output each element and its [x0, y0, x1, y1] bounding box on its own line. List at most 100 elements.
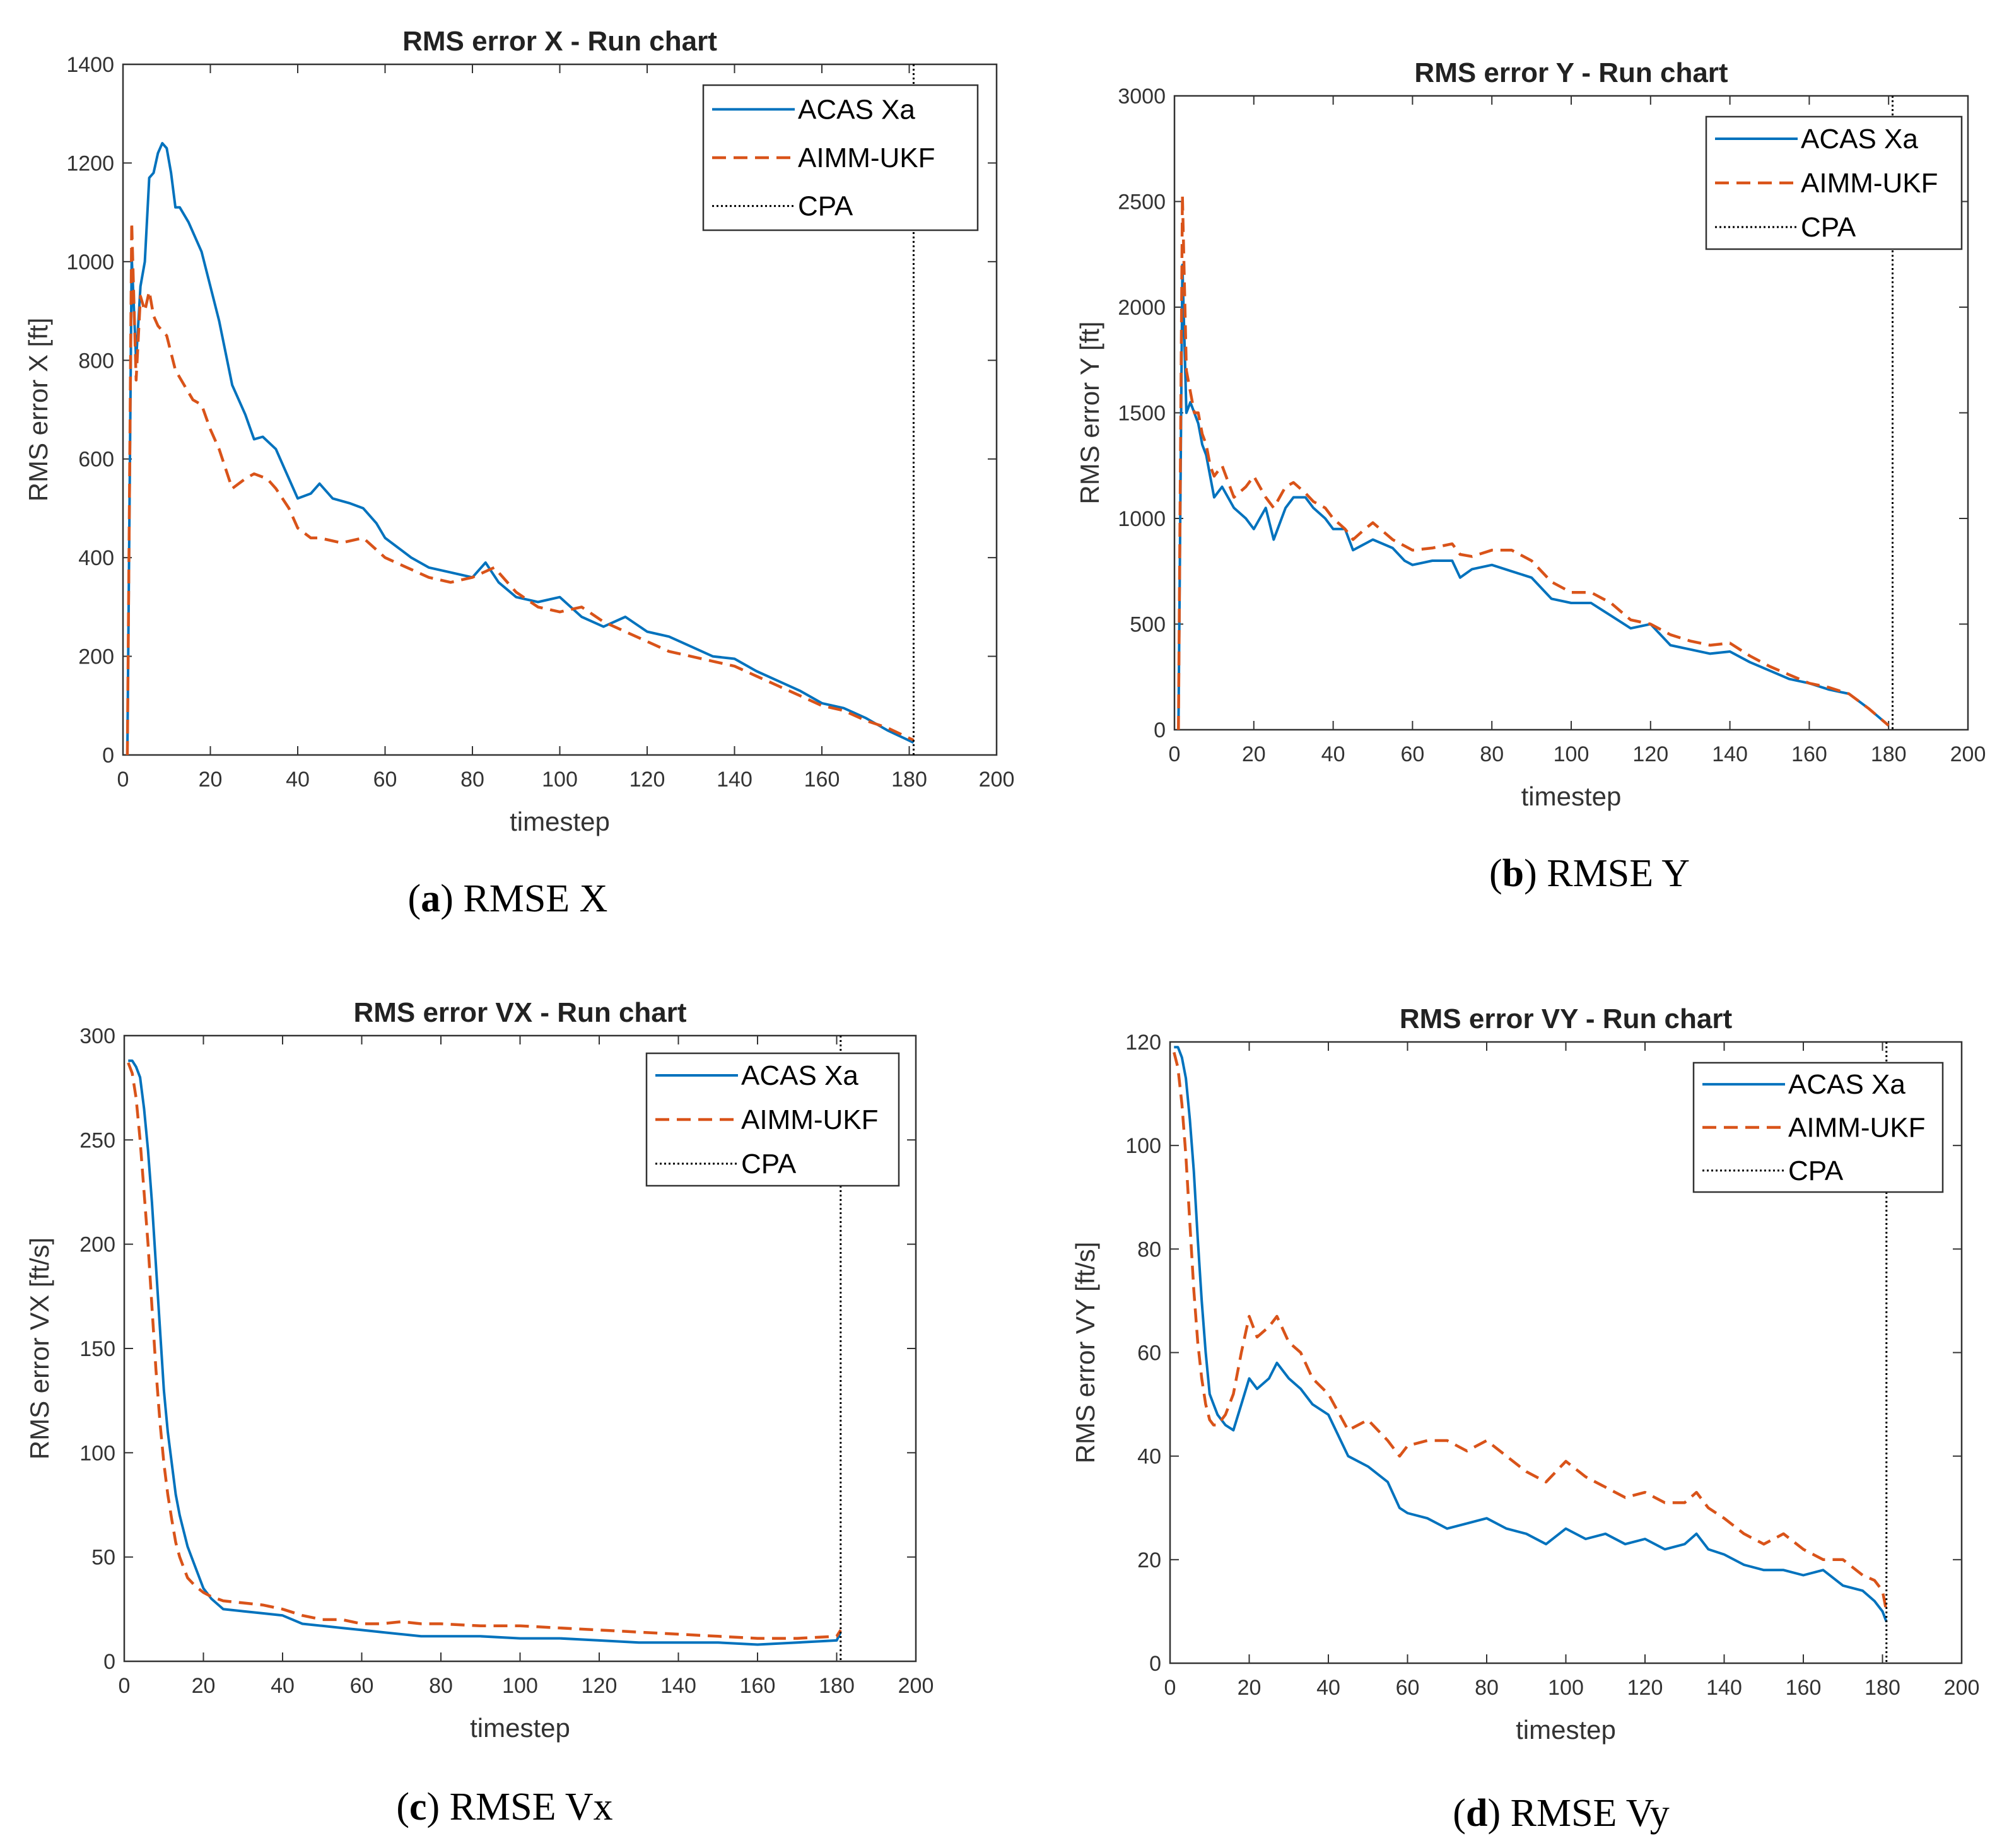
y-tick-label: 0	[1149, 1652, 1161, 1676]
y-axis-label: RMS error Y [ft]	[1075, 321, 1104, 504]
x-tick-label: 0	[1164, 1676, 1176, 1700]
chart-title: RMS error Y - Run chart	[1414, 57, 1728, 88]
legend-label: AIMM-UKF	[1788, 1113, 1926, 1143]
x-tick-label: 160	[804, 768, 840, 792]
x-tick-label: 140	[717, 768, 752, 792]
y-tick-label: 1000	[1118, 507, 1166, 531]
series-line-aimm-ukf	[127, 1062, 842, 1640]
y-tick-label: 250	[79, 1128, 115, 1152]
series-line-acas-xa	[126, 142, 915, 755]
x-tick-label: 80	[460, 768, 484, 792]
x-tick-label: 60	[373, 768, 397, 792]
legend-label: AIMM-UKF	[798, 143, 935, 173]
caption: (a) RMSE X	[408, 877, 608, 920]
chart-a: RMS error X - Run chart 0 20 40 60 80 100 120 14…	[23, 26, 1014, 920]
x-tick-label: 100	[542, 768, 578, 792]
y-tick-label: 2000	[1118, 296, 1166, 320]
x-tick-label: 200	[1944, 1676, 1980, 1700]
y-tick-label: 100	[79, 1441, 115, 1465]
y-tick-label: 600	[78, 448, 114, 472]
series-line-acas-xa	[1177, 264, 1890, 730]
legend-label: ACAS Xa	[741, 1060, 858, 1091]
x-tick-label: 100	[502, 1674, 538, 1698]
x-tick-label: 20	[1238, 1676, 1262, 1700]
x-tick-label: 100	[1548, 1676, 1584, 1700]
x-tick-label: 180	[1865, 1676, 1900, 1700]
chart-c: RMS error VX - Run chart 0 20 40 60 80 100 120 1…	[25, 997, 934, 1828]
y-tick-label: 800	[78, 349, 114, 373]
x-tick-label: 140	[1706, 1676, 1742, 1700]
y-axis-label: RMS error VY [ft/s]	[1070, 1242, 1100, 1464]
x-tick-label: 120	[582, 1674, 618, 1698]
y-tick-label: 20	[1137, 1548, 1161, 1572]
x-tick-label: 80	[429, 1674, 453, 1698]
x-tick-label: 120	[629, 768, 665, 792]
legend: ACAS Xa AIMM-UKF CPA	[702, 84, 979, 231]
series-line-acas-xa	[1174, 1046, 1888, 1623]
caption-letter: b	[1502, 852, 1524, 895]
x-tick-label: 200	[898, 1674, 934, 1698]
x-tick-label: 200	[979, 768, 1015, 792]
y-tick-label: 40	[1137, 1445, 1161, 1469]
y-tick-label: 150	[79, 1337, 115, 1361]
y-tick-label: 300	[79, 1024, 115, 1048]
y-tick-label: 200	[79, 1233, 115, 1257]
caption-letter: a	[421, 877, 440, 920]
caption: (c) RMSE Vx	[396, 1786, 612, 1828]
y-tick-label: 100	[1125, 1134, 1161, 1158]
legend-label: ACAS Xa	[1801, 124, 1918, 155]
x-tick-label: 160	[740, 1674, 776, 1698]
x-tick-label: 20	[192, 1674, 216, 1698]
series-line-aimm-ukf	[126, 221, 915, 755]
caption: (d) RMSE Vy	[1453, 1792, 1669, 1835]
x-tick-label: 160	[1786, 1676, 1822, 1700]
y-tick-label: 2500	[1118, 190, 1166, 214]
legend-label: AIMM-UKF	[741, 1104, 879, 1135]
series-line-acas-xa	[128, 1059, 842, 1646]
x-tick-label: 120	[1627, 1676, 1663, 1700]
x-tick-label: 160	[1791, 742, 1827, 766]
x-tick-label: 20	[199, 768, 223, 792]
chart-title: RMS error X - Run chart	[402, 26, 717, 57]
x-tick-label: 0	[1169, 742, 1181, 766]
legend-label: CPA	[1788, 1155, 1844, 1186]
x-tick-label: 40	[271, 1674, 295, 1698]
y-tick-label: 400	[78, 546, 114, 570]
legend-label: CPA	[798, 191, 853, 222]
x-tick-label: 20	[1242, 742, 1266, 766]
caption: (b) RMSE Y	[1489, 852, 1690, 895]
x-tick-label: 40	[1316, 1676, 1340, 1700]
x-axis-label: timestep	[1521, 781, 1622, 811]
legend-label: ACAS Xa	[798, 94, 915, 125]
x-tick-label: 80	[1480, 742, 1504, 766]
y-tick-label: 50	[91, 1546, 115, 1570]
y-tick-label: 200	[78, 645, 114, 669]
x-axis-label: timestep	[470, 1713, 570, 1743]
x-tick-label: 140	[660, 1674, 696, 1698]
y-axis-label: RMS error X [ft]	[23, 318, 53, 502]
x-axis-label: timestep	[510, 807, 610, 836]
chart-title: RMS error VY - Run chart	[1400, 1003, 1733, 1034]
y-axis-label: RMS error VX [ft/s]	[25, 1237, 54, 1459]
y-tick-label: 3000	[1118, 85, 1166, 108]
y-tick-label: 0	[102, 744, 114, 768]
x-tick-label: 140	[1712, 742, 1748, 766]
y-tick-label: 60	[1137, 1342, 1161, 1366]
chart-b: RMS error Y - Run chart 0 20 40 60 80 100 120 14…	[1075, 57, 1986, 895]
x-tick-label: 0	[119, 1674, 131, 1698]
caption-letter: c	[409, 1786, 427, 1828]
legend: ACAS Xa AIMM-UKF CPA	[645, 1052, 900, 1187]
x-tick-label: 180	[819, 1674, 855, 1698]
y-tick-label: 1000	[66, 250, 114, 274]
x-tick-label: 180	[891, 768, 927, 792]
chart-title: RMS error VX - Run chart	[353, 997, 686, 1028]
x-tick-label: 60	[1400, 742, 1424, 766]
legend-label: ACAS Xa	[1788, 1069, 1906, 1100]
series-line-aimm-ukf	[1173, 1051, 1888, 1612]
legend-label: CPA	[1801, 212, 1856, 243]
y-tick-label: 0	[103, 1650, 115, 1674]
x-tick-label: 60	[1396, 1676, 1420, 1700]
caption-letter: d	[1466, 1792, 1487, 1835]
x-tick-label: 180	[1871, 742, 1907, 766]
